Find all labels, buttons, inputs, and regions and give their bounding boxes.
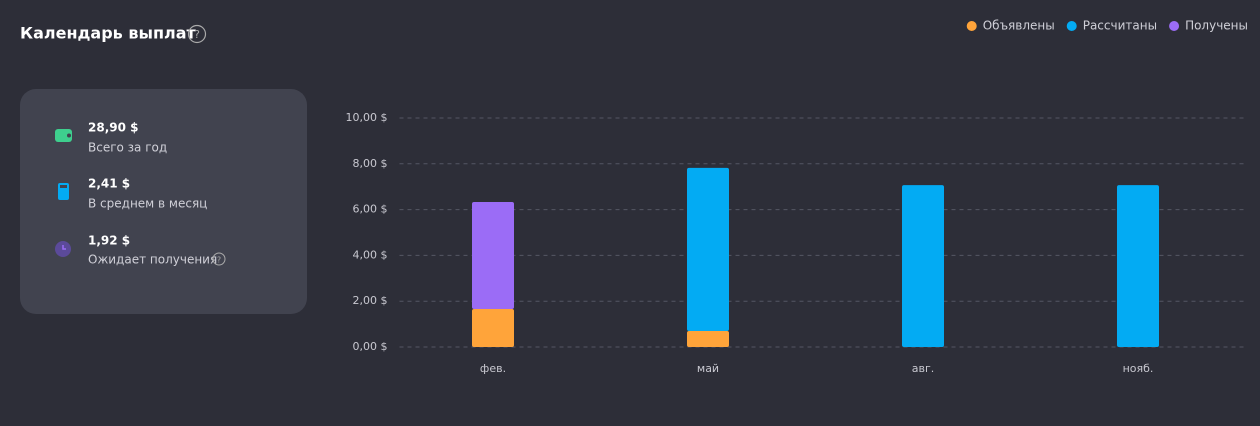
- summary-value: 1,92 $: [88, 234, 130, 248]
- y-tick-label: 0,00 $: [353, 340, 388, 353]
- bar-segment: [902, 185, 944, 347]
- x-tick-label: нояб.: [1123, 362, 1154, 375]
- x-tick-label: фев.: [480, 362, 506, 375]
- help-icon[interactable]: ?: [187, 24, 207, 44]
- clock-icon: [55, 241, 71, 257]
- legend-label: Получены: [1185, 19, 1248, 33]
- summary-label: Всего за год: [88, 141, 167, 155]
- bar-segment: [687, 167, 729, 331]
- x-tick-label: май: [697, 362, 719, 375]
- y-tick-label: 10,00 $: [346, 111, 388, 124]
- y-tick-label: 4,00 $: [353, 248, 388, 261]
- y-tick-label: 8,00 $: [353, 157, 388, 170]
- bar-segment: [472, 308, 514, 347]
- x-tick-label: авг.: [912, 362, 935, 375]
- bar-segment: [1117, 185, 1159, 347]
- summary-label: Ожидает получения: [88, 253, 217, 267]
- legend-label: Объявлены: [983, 19, 1055, 33]
- svg-text:?: ?: [217, 256, 221, 265]
- legend-swatch: [1169, 21, 1180, 31]
- y-tick-label: 6,00 $: [353, 203, 388, 216]
- summary-value: 2,41 $: [88, 177, 130, 191]
- y-tick-label: 2,00 $: [353, 294, 388, 307]
- summary-card: [20, 89, 307, 314]
- wallet-icon: [55, 129, 72, 142]
- legend-label: Рассчитаны: [1083, 19, 1157, 33]
- summary-value: 28,90 $: [88, 121, 138, 135]
- bar-segment: [472, 202, 514, 309]
- calc-icon: [58, 183, 69, 200]
- bar-segment: [687, 330, 729, 347]
- title: Календарь выплат: [20, 24, 197, 43]
- legend-swatch: [1066, 21, 1077, 31]
- svg-text:?: ?: [194, 28, 200, 41]
- help-icon[interactable]: ?: [212, 252, 226, 266]
- legend-swatch: [966, 21, 977, 31]
- summary-label: В среднем в месяц: [88, 197, 207, 211]
